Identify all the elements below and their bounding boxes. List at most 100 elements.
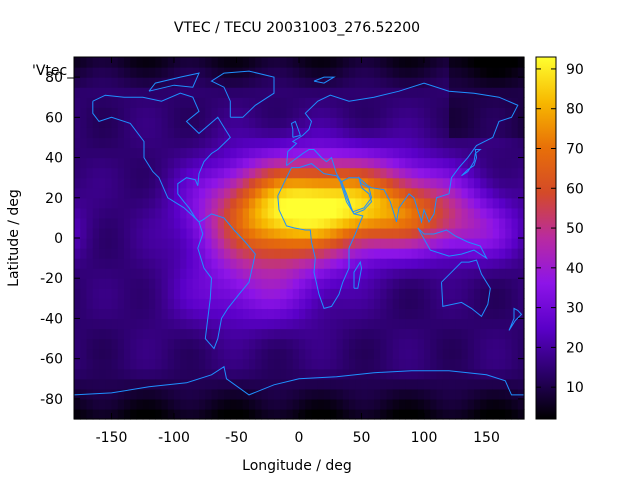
heatmap-cell: [461, 388, 469, 400]
heatmap-cell: [111, 57, 119, 68]
heatmap-cell: [280, 278, 288, 289]
heatmap-cell: [205, 67, 213, 78]
heatmap-cell: [267, 77, 275, 88]
heatmap-cell: [292, 97, 300, 108]
heatmap-cell: [349, 398, 356, 410]
heatmap-cell: [111, 97, 119, 108]
heatmap-cell: [186, 67, 194, 78]
heatmap-cell: [111, 268, 119, 279]
heatmap-cell: [236, 187, 244, 199]
heatmap-cell: [455, 177, 463, 189]
heatmap-cell: [117, 137, 125, 149]
heatmap-cell: [455, 398, 463, 410]
heatmap-cell: [236, 177, 244, 189]
heatmap-cell: [292, 338, 300, 350]
heatmap-cell: [192, 368, 200, 380]
heatmap-cell: [474, 157, 481, 169]
heatmap-cell: [99, 227, 106, 239]
heatmap-cell: [255, 338, 263, 350]
heatmap-cell: [417, 77, 425, 88]
heatmap-cell: [217, 197, 225, 209]
heatmap-cell: [192, 217, 200, 229]
heatmap-cell: [80, 137, 88, 149]
heatmap-cell: [430, 368, 438, 380]
heatmap-cell: [267, 408, 275, 420]
heatmap-cell: [455, 378, 463, 390]
heatmap-cell: [111, 288, 119, 299]
heatmap-cell: [299, 167, 306, 179]
heatmap-cell: [430, 408, 438, 420]
heatmap-cell: [417, 348, 425, 360]
heatmap-cell: [99, 308, 106, 320]
heatmap-cell: [392, 298, 400, 309]
heatmap-cell: [205, 278, 213, 289]
heatmap-cell: [505, 97, 513, 108]
heatmap-cell: [267, 248, 275, 259]
heatmap-cell: [367, 157, 375, 169]
heatmap-cell: [261, 197, 269, 209]
heatmap-cell: [386, 167, 394, 179]
heatmap-cell: [424, 157, 431, 169]
heatmap-cell: [117, 368, 125, 380]
heatmap-cell: [242, 57, 250, 68]
heatmap-cell: [192, 187, 200, 199]
heatmap-cell: [236, 97, 244, 108]
heatmap-cell: [455, 358, 463, 370]
heatmap-cell: [230, 248, 238, 259]
heatmap-cell: [355, 227, 363, 239]
heatmap-cell: [499, 318, 506, 330]
heatmap-cell: [192, 318, 200, 330]
heatmap-cell: [161, 328, 169, 340]
heatmap-cell: [224, 227, 231, 239]
heatmap-cell: [442, 408, 450, 420]
heatmap-cell: [249, 248, 256, 259]
heatmap-cell: [205, 117, 213, 128]
heatmap-cell: [417, 408, 425, 420]
heatmap-cell: [317, 328, 325, 340]
heatmap-cell: [155, 207, 163, 219]
heatmap-cell: [230, 107, 238, 118]
heatmap-cell: [305, 117, 313, 128]
heatmap-cell: [205, 328, 213, 340]
heatmap-cell: [117, 278, 125, 289]
heatmap-cell: [342, 227, 350, 239]
heatmap-cell: [380, 238, 388, 249]
heatmap-cell: [174, 77, 181, 88]
heatmap-cell: [411, 388, 419, 400]
heatmap-cell: [305, 207, 313, 219]
heatmap-cell: [224, 298, 231, 309]
heatmap-cell: [474, 388, 481, 400]
heatmap-cell: [436, 187, 444, 199]
heatmap-cell: [467, 258, 475, 269]
heatmap-cell: [205, 298, 213, 309]
heatmap-cell: [367, 268, 375, 279]
heatmap-cell: [299, 177, 306, 189]
heatmap-cell: [505, 217, 513, 229]
heatmap-cell: [517, 328, 525, 340]
heatmap-cell: [236, 358, 244, 370]
heatmap-cell: [499, 288, 506, 299]
heatmap-cell: [180, 157, 188, 169]
heatmap-cell: [217, 318, 225, 330]
heatmap-cell: [136, 137, 144, 149]
heatmap-cell: [399, 238, 406, 249]
heatmap-cell: [192, 57, 200, 68]
heatmap-cell: [311, 97, 319, 108]
heatmap-cell: [180, 348, 188, 360]
heatmap-cell: [124, 187, 131, 199]
heatmap-cell: [267, 388, 275, 400]
heatmap-cell: [161, 167, 169, 179]
heatmap-cell: [324, 338, 331, 350]
heatmap-cell: [236, 157, 244, 169]
heatmap-cell: [399, 187, 406, 199]
heatmap-cell: [211, 348, 219, 360]
heatmap-cell: [255, 408, 263, 420]
heatmap-cell: [317, 107, 325, 118]
heatmap-cell: [242, 338, 250, 350]
heatmap-cell: [205, 207, 213, 219]
heatmap-cell: [436, 207, 444, 219]
heatmap-cell: [230, 87, 238, 98]
heatmap-cell: [486, 408, 494, 420]
heatmap-cell: [474, 187, 481, 199]
heatmap-cell: [236, 398, 244, 410]
